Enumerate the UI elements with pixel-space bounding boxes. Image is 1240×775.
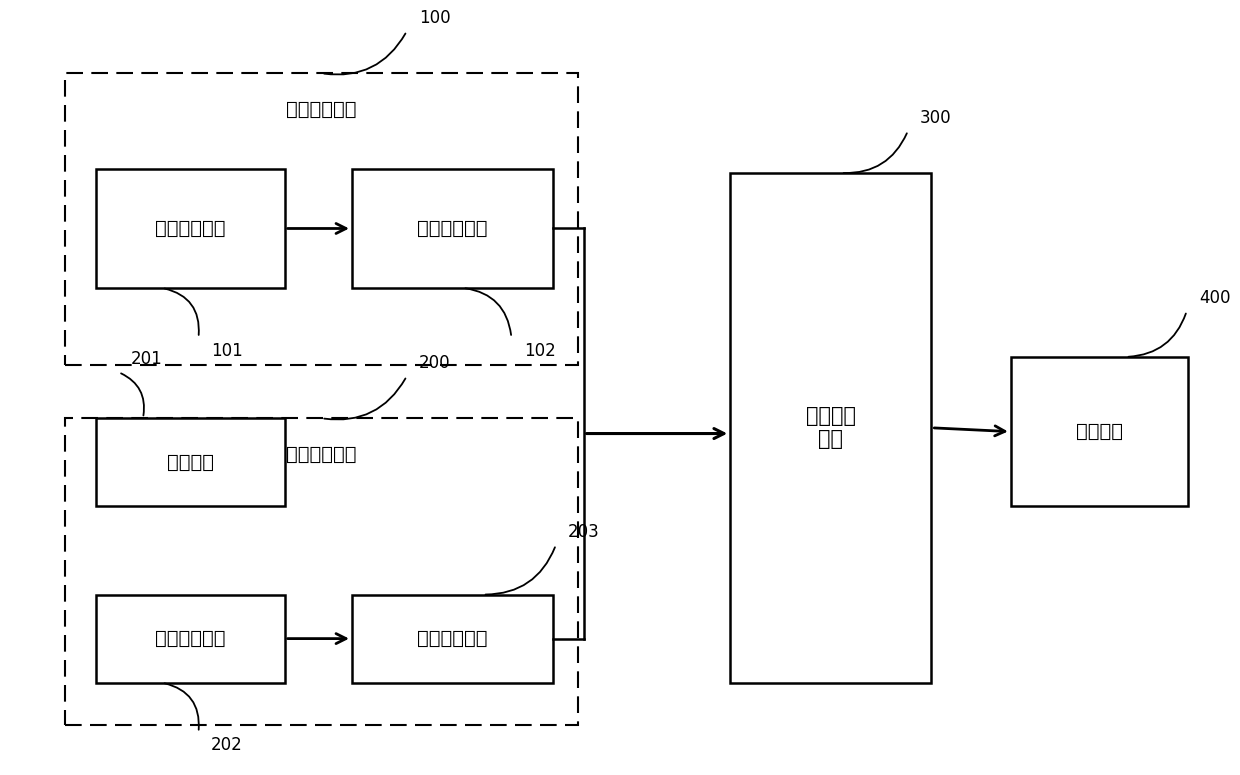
Text: 203: 203 (568, 523, 600, 541)
Bar (95, 594, 285, 683)
Text: 视频监测单元: 视频监测单元 (286, 100, 357, 119)
Bar (95, 169, 285, 288)
Text: 102: 102 (523, 342, 556, 360)
Text: 后台控制
中心: 后台控制 中心 (806, 406, 856, 450)
Text: 可穿戴心电仪: 可穿戴心电仪 (155, 629, 226, 648)
Text: 400: 400 (1199, 289, 1230, 307)
Text: 车载行车电脑: 车载行车电脑 (418, 219, 487, 238)
Text: 200: 200 (419, 354, 450, 372)
Bar (352, 594, 553, 683)
Text: 101: 101 (211, 342, 242, 360)
Bar (352, 169, 553, 288)
Bar (66, 418, 578, 725)
Bar (66, 74, 578, 364)
Text: 100: 100 (419, 9, 450, 27)
Text: 预警装置: 预警装置 (1076, 422, 1122, 441)
Text: 300: 300 (920, 109, 952, 127)
Text: 心率监测系统: 心率监测系统 (286, 445, 357, 464)
Bar (95, 418, 285, 506)
Text: 心率手环: 心率手环 (166, 453, 213, 472)
Text: 201: 201 (130, 350, 162, 368)
Text: 202: 202 (211, 736, 242, 754)
Bar (1011, 356, 1188, 506)
Bar (730, 173, 931, 683)
Text: 视频采集终端: 视频采集终端 (155, 219, 226, 238)
Text: 车载智能盒子: 车载智能盒子 (418, 629, 487, 648)
